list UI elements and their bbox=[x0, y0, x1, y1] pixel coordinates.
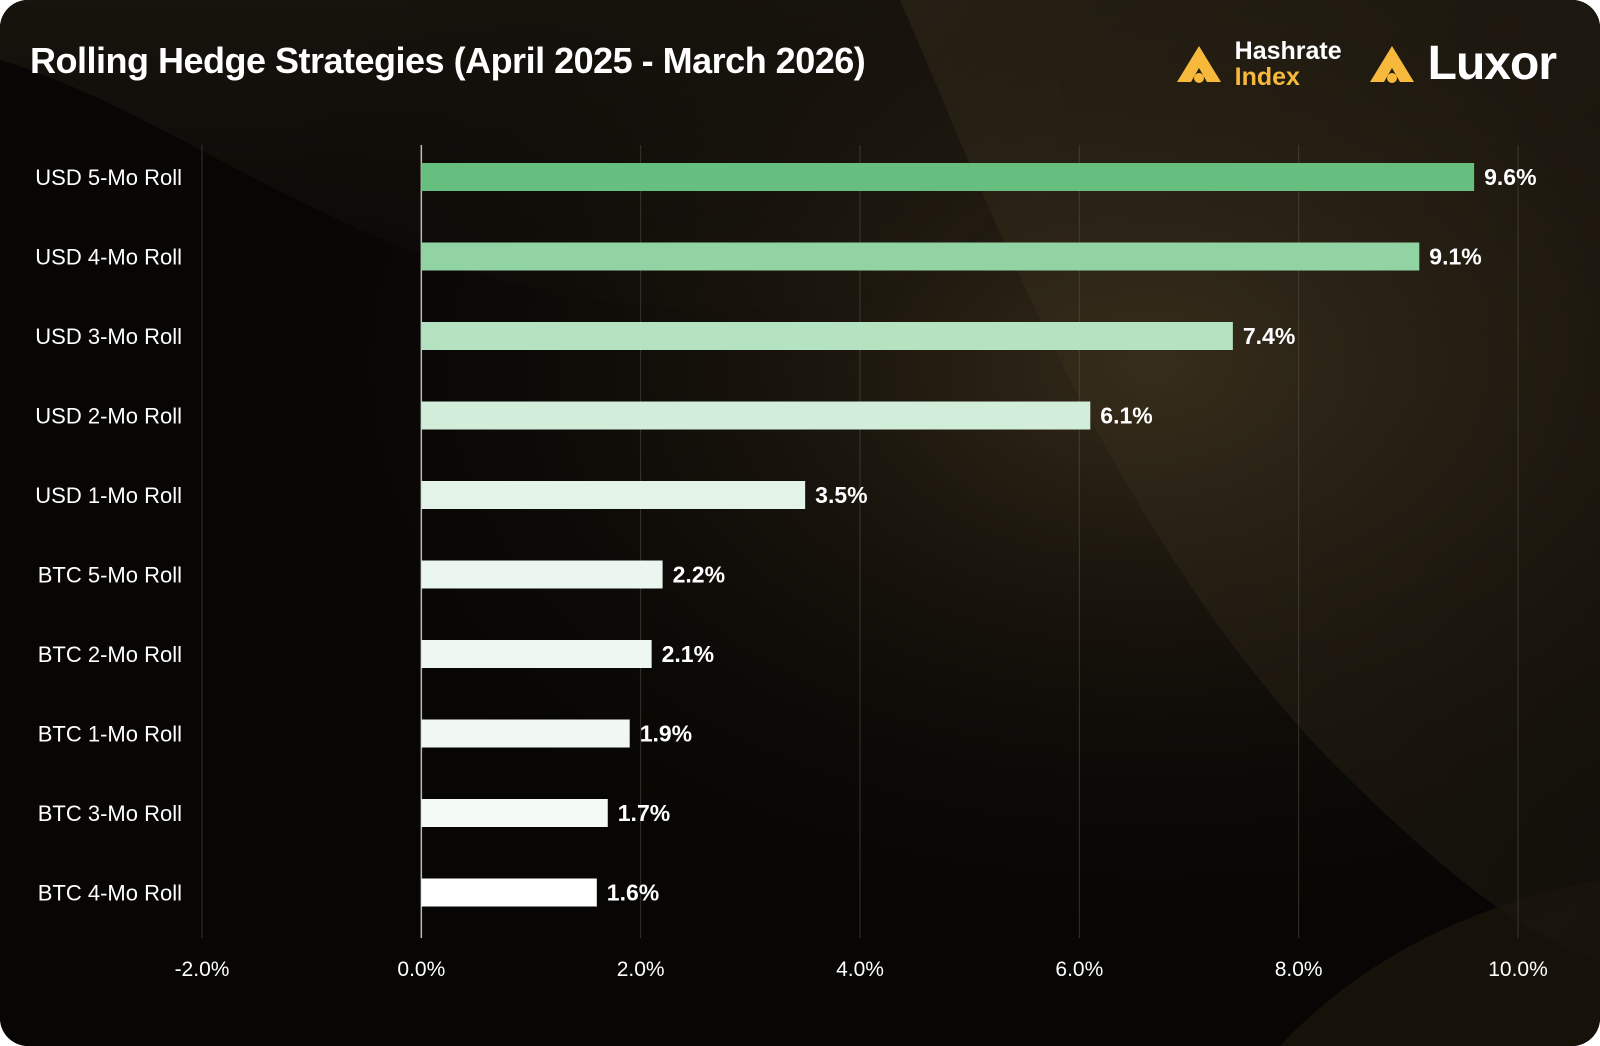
bar bbox=[421, 640, 652, 668]
bar bbox=[421, 481, 806, 509]
luxor-logo-name: Luxor bbox=[1427, 37, 1557, 90]
category-label: USD 4-Mo Roll bbox=[35, 245, 182, 270]
bar bbox=[421, 799, 608, 827]
bar bbox=[421, 878, 597, 907]
data-label: 2.1% bbox=[662, 641, 714, 667]
data-label: 6.1% bbox=[1100, 403, 1152, 429]
x-tick-label: 6.0% bbox=[1055, 958, 1103, 981]
x-tick-label: -2.0% bbox=[175, 958, 230, 981]
x-tick-label: 10.0% bbox=[1488, 958, 1548, 981]
data-label: 1.9% bbox=[640, 721, 692, 747]
data-label: 1.6% bbox=[607, 880, 659, 906]
luxor-logo-icon bbox=[1369, 45, 1414, 83]
hashrate-logo-line2: Index bbox=[1234, 62, 1300, 91]
category-label: BTC 1-Mo Roll bbox=[38, 722, 182, 747]
bar bbox=[421, 560, 663, 589]
category-label: USD 1-Mo Roll bbox=[35, 483, 182, 508]
hashrate-logo-line1: Hashrate bbox=[1234, 36, 1342, 65]
brand-logos: Hashrate Index Luxor bbox=[1173, 36, 1557, 91]
data-label: 7.4% bbox=[1243, 323, 1295, 349]
hashrate-index-logo: Hashrate Index bbox=[1173, 38, 1342, 90]
hashrate-index-logo-icon bbox=[1176, 45, 1221, 83]
category-label: USD 5-Mo Roll bbox=[35, 165, 182, 190]
data-label: 2.2% bbox=[673, 562, 725, 588]
data-label: 9.6% bbox=[1484, 164, 1536, 190]
data-label: 1.7% bbox=[618, 800, 670, 826]
x-tick-label: 2.0% bbox=[617, 958, 665, 981]
category-label: BTC 2-Mo Roll bbox=[38, 642, 182, 667]
data-label: 3.5% bbox=[815, 482, 867, 508]
bar bbox=[421, 163, 1475, 191]
x-tick-label: 4.0% bbox=[836, 958, 884, 981]
x-tick-label: 8.0% bbox=[1275, 958, 1323, 981]
bar bbox=[421, 719, 630, 748]
category-label: BTC 5-Mo Roll bbox=[38, 563, 182, 588]
chart-title: Rolling Hedge Strategies (April 2025 - M… bbox=[30, 40, 866, 81]
category-label: BTC 4-Mo Roll bbox=[38, 881, 182, 906]
bar bbox=[421, 242, 1420, 271]
category-label: BTC 3-Mo Roll bbox=[38, 801, 182, 826]
luxor-logo: Luxor bbox=[1366, 36, 1557, 91]
x-tick-label: 0.0% bbox=[397, 958, 445, 981]
data-label: 9.1% bbox=[1429, 244, 1481, 270]
bar bbox=[421, 401, 1091, 430]
bar bbox=[421, 322, 1233, 350]
category-label: USD 2-Mo Roll bbox=[35, 404, 182, 429]
category-label: USD 3-Mo Roll bbox=[35, 324, 182, 349]
